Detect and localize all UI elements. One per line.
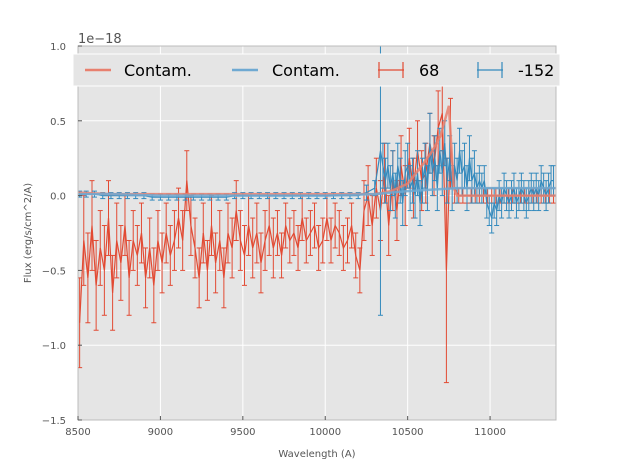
legend-item: -152 — [477, 61, 554, 80]
legend-item: Contam. — [85, 61, 192, 80]
legend-item: 68 — [378, 61, 439, 80]
legend-label: Contam. — [124, 61, 192, 80]
x-tick-label: 10500 — [392, 427, 424, 438]
y-tick-label: 1.0 — [50, 42, 66, 53]
legend-label: -152 — [518, 61, 554, 80]
x-tick-label: 8500 — [65, 427, 90, 438]
x-tick-label: 9500 — [230, 427, 255, 438]
series-line — [79, 143, 554, 219]
y-tick-label: −1.0 — [42, 341, 66, 352]
contam-line — [78, 186, 556, 197]
x-tick-label: 9000 — [148, 427, 173, 438]
legend-label: Contam. — [272, 61, 340, 80]
legend-item: Contam. — [232, 61, 340, 80]
x-tick-label: 10000 — [309, 427, 341, 438]
x-tick-label: 11000 — [474, 427, 506, 438]
y-tick-label: −0.5 — [42, 266, 66, 277]
plot-area — [78, 46, 556, 384]
offset-label: 1e−18 — [78, 32, 122, 47]
y-tick-label: 0.0 — [50, 192, 66, 203]
x-axis: 8500 9000 9500 10000 10500 11000 — [65, 416, 506, 438]
y-axis: −1.5 −1.0 −0.5 0.0 0.5 1.0 — [42, 42, 82, 427]
legend: Contam. Contam. 68 -152 — [72, 53, 561, 87]
x-axis-label: Wavelength (A) — [278, 449, 355, 460]
y-axis-label: Flux (erg/s/cm^2/A) — [23, 183, 34, 283]
legend-label: 68 — [419, 61, 439, 80]
plot-border — [77, 45, 557, 421]
y-tick-label: 0.5 — [50, 117, 66, 128]
y-tick-label: −1.5 — [42, 416, 66, 427]
series-contam — [78, 186, 556, 197]
